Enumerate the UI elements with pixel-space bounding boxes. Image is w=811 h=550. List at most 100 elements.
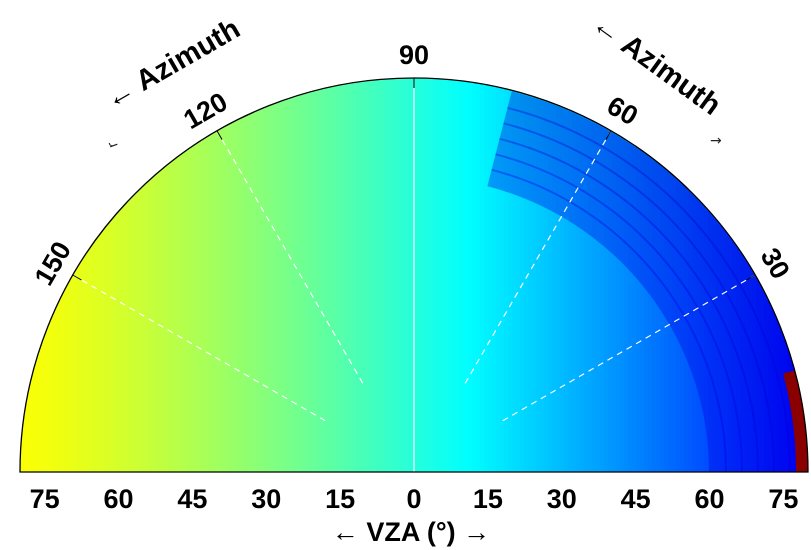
rim-tick <box>72 274 82 281</box>
field-cell <box>352 78 357 472</box>
field-cell <box>268 78 273 472</box>
field-cell <box>724 78 729 472</box>
field-cell <box>580 78 585 472</box>
field-cell <box>728 78 733 472</box>
polar-gridlines <box>20 78 808 473</box>
field-cell <box>392 78 397 472</box>
field-cell <box>676 78 681 472</box>
field-cell <box>244 78 249 472</box>
field-cell <box>456 78 461 472</box>
field-cell <box>644 78 649 472</box>
field-cell <box>236 78 241 472</box>
field-cell <box>284 78 289 472</box>
field-cell <box>632 78 637 472</box>
field-cell <box>692 78 697 472</box>
field-cell <box>624 78 629 472</box>
field-cell <box>576 78 581 472</box>
field-cell <box>124 78 129 472</box>
field-cell <box>72 78 77 472</box>
rim-tick <box>746 274 756 281</box>
colormap-field <box>20 78 808 472</box>
field-cell <box>384 78 389 472</box>
field-cell <box>224 78 229 472</box>
grid-spoke <box>72 274 326 422</box>
field-cell <box>524 78 529 472</box>
field-fringe <box>499 122 775 472</box>
field-cell <box>128 78 133 472</box>
field-fringe <box>487 168 727 472</box>
field-cell <box>248 78 253 472</box>
grid-spoke <box>464 130 612 384</box>
field-cell <box>544 78 549 472</box>
field-cell <box>508 78 513 472</box>
field-cell <box>672 78 677 472</box>
field-fringe <box>491 153 743 472</box>
field-cell <box>156 78 161 472</box>
field-cell <box>252 78 257 472</box>
field-cell <box>228 78 233 472</box>
field-cell <box>168 78 173 472</box>
field-cell <box>452 78 457 472</box>
field-cell <box>572 78 577 472</box>
field-cell <box>748 78 753 472</box>
field-cell <box>376 78 381 472</box>
field-cell <box>276 78 281 472</box>
field-cell <box>308 78 313 472</box>
highlight-band <box>783 370 808 472</box>
field-cell <box>564 78 569 472</box>
field-cell <box>160 78 165 472</box>
field-cell <box>440 78 445 472</box>
vza-tick-label: 45 <box>621 484 651 514</box>
field-cell <box>488 78 493 472</box>
field-cell <box>408 78 413 472</box>
field-cell <box>656 78 661 472</box>
field-cell <box>388 78 393 472</box>
field-cell <box>432 78 437 472</box>
field-cell <box>592 78 597 472</box>
field-cell <box>404 78 409 472</box>
field-cell <box>328 78 333 472</box>
field-cell <box>116 78 121 472</box>
field-cell <box>616 78 621 472</box>
field-cell <box>500 78 505 472</box>
field-cell <box>164 78 169 472</box>
field-cell <box>584 78 589 472</box>
field-cell <box>300 78 305 472</box>
vza-tick-label: 60 <box>103 484 133 514</box>
field-cell <box>400 78 405 472</box>
vza-tick-label: 0 <box>406 484 421 514</box>
field-cell <box>288 78 293 472</box>
field-cell <box>92 78 97 472</box>
field-cell <box>216 78 221 472</box>
field-cell <box>700 78 705 472</box>
field-cell <box>492 78 497 472</box>
field-cell <box>604 78 609 472</box>
field-cell <box>696 78 701 472</box>
vza-tick-label: 30 <box>251 484 281 514</box>
field-cell <box>188 78 193 472</box>
field-cell <box>532 78 537 472</box>
field-cell <box>520 78 525 472</box>
field-cell <box>596 78 601 472</box>
field-cell <box>680 78 685 472</box>
field-cell <box>516 78 521 472</box>
field-cell <box>372 78 377 472</box>
field-cell <box>332 78 337 472</box>
field-cell <box>436 78 441 472</box>
vza-tick-label: 15 <box>473 484 503 514</box>
field-cell <box>220 78 225 472</box>
field-cell <box>256 78 261 472</box>
field-cell <box>324 78 329 472</box>
field-cell <box>180 78 185 472</box>
field-cell <box>480 78 485 472</box>
artifact-glyph: r <box>105 139 122 150</box>
field-cell <box>208 78 213 472</box>
field-cell <box>272 78 277 472</box>
field-cell <box>716 78 721 472</box>
field-cell <box>568 78 573 472</box>
field-cell <box>68 78 73 472</box>
field-cell <box>176 78 181 472</box>
field-cell <box>588 78 593 472</box>
field-cell <box>368 78 373 472</box>
